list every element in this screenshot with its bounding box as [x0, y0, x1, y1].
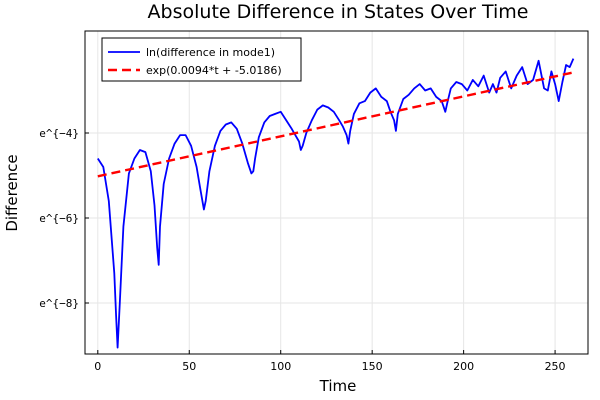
series-layer: [97, 58, 575, 349]
x-axis-label: Time: [319, 377, 357, 395]
y-tick-label: e^{−6}: [39, 212, 79, 225]
legend-box: [101, 37, 302, 82]
legend: ln(difference in mode1) exp(0.0094*t + -…: [101, 37, 302, 82]
x-tick-label: 200: [453, 360, 474, 373]
x-tick-label: 100: [270, 360, 291, 373]
y-axis-label: Difference: [3, 154, 21, 231]
plot-frame: [84, 30, 589, 355]
x-tick-label: 50: [182, 360, 196, 373]
axis-ticks: 0 50 100 150 200 250 e^{−8} e^{−6} e^{−4}: [39, 127, 565, 373]
y-tick-label: e^{−8}: [39, 297, 79, 310]
x-tick-label: 0: [94, 360, 101, 373]
series-line-2: [97, 71, 574, 178]
legend-label-series-1: ln(difference in mode1): [146, 46, 275, 59]
series-line-1: [97, 58, 575, 349]
x-tick-label: 150: [362, 360, 383, 373]
y-tick-label: e^{−4}: [39, 127, 79, 140]
x-tick-label: 250: [545, 360, 566, 373]
chart-title: Absolute Difference in States Over Time: [148, 1, 529, 23]
legend-label-series-2: exp(0.0094*t + -5.0186): [146, 64, 282, 77]
